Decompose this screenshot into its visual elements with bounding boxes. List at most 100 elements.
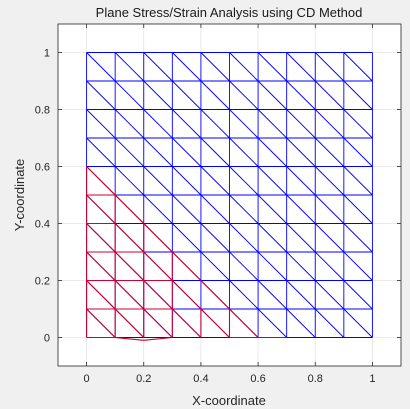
mesh-diagonal: [200, 166, 230, 196]
mesh-diagonal: [86, 52, 116, 82]
mesh-diagonal: [257, 166, 287, 196]
mesh-diagonal: [86, 80, 116, 110]
y-tick-label: 0.6: [35, 162, 50, 174]
mesh-diagonal: [143, 52, 173, 82]
mesh-diagonal: [343, 251, 373, 281]
mesh-diagonal: [229, 251, 259, 281]
mesh-diagonal: [200, 137, 230, 167]
mesh-diagonal: [114, 109, 145, 139]
mesh-diagonal: [257, 223, 287, 253]
mesh-diagonal: [343, 223, 373, 253]
mesh-diagonal: [314, 280, 345, 310]
mesh-diagonal: [314, 80, 345, 110]
mesh-diagonal: [286, 280, 316, 310]
mesh-diagonal: [200, 223, 230, 253]
mesh-diagonal: [286, 166, 316, 196]
x-tick-label: 0.4: [193, 373, 208, 385]
mesh-diagonal: [114, 52, 145, 82]
mesh-deformed: [86, 166, 287, 341]
mesh-diagonal: [172, 223, 202, 253]
mesh-diagonal: [229, 109, 259, 139]
mesh-diagonal: [200, 109, 230, 139]
mesh-diagonal: [314, 137, 345, 167]
x-tick-label: 1: [369, 373, 375, 385]
mesh-diagonal: [172, 194, 202, 224]
mesh-diagonal: [314, 109, 345, 139]
mesh-diagonal: [343, 166, 373, 196]
mesh-diagonal: [343, 137, 373, 167]
mesh-diagonal: [200, 194, 230, 224]
mesh-diagonal: [343, 280, 373, 310]
x-tick-label: 0.8: [308, 373, 323, 385]
mesh-diagonal: [143, 80, 173, 110]
mesh-diagonal: [143, 166, 173, 196]
deformed-edge: [143, 336, 173, 341]
deformed-edge: [86, 308, 116, 338]
mesh-diagonal: [200, 80, 230, 110]
mesh-diagonal: [257, 109, 287, 139]
mesh-diagonal: [286, 194, 316, 224]
mesh-diagonal: [343, 80, 373, 110]
y-tick-label: 0.4: [35, 219, 50, 231]
mesh-diagonal: [286, 80, 316, 110]
mesh-diagonal: [114, 137, 145, 167]
x-axis-label: X-coordinate: [192, 393, 266, 408]
mesh-diagonal: [143, 194, 173, 224]
mesh-diagonal: [257, 52, 287, 82]
mesh-diagonal: [114, 80, 145, 110]
mesh-diagonal: [86, 137, 116, 167]
mesh-diagonal: [229, 223, 259, 253]
mesh-diagonal: [229, 194, 259, 224]
mesh-diagonal: [314, 251, 345, 281]
mesh-diagonal: [200, 52, 230, 82]
mesh-diagonal: [286, 223, 316, 253]
mesh-diagonal: [286, 52, 316, 82]
deformed-edge: [115, 336, 144, 341]
mesh-diagonal: [257, 80, 287, 110]
mesh-diagonal: [257, 194, 287, 224]
mesh-diagonal: [343, 194, 373, 224]
y-tick-label: 0: [44, 333, 50, 345]
mesh-diagonal: [229, 80, 259, 110]
mesh-diagonal: [143, 109, 173, 139]
mesh-diagonal: [286, 251, 316, 281]
mesh-diagonal: [257, 251, 287, 281]
mesh-diagonal: [286, 109, 316, 139]
mesh-diagonal: [229, 166, 259, 196]
mesh-diagonal: [314, 166, 345, 196]
mesh-diagonal: [314, 308, 345, 338]
mesh-diagonal: [143, 137, 173, 167]
mesh-diagonal: [257, 137, 287, 167]
mesh-diagonal: [172, 166, 202, 196]
mesh-diagonal: [114, 166, 145, 196]
mesh-diagonal: [172, 52, 202, 82]
mesh-diagonal: [172, 137, 202, 167]
y-tick-label: 0.8: [35, 105, 50, 117]
deformed-edge: [86, 251, 173, 338]
mesh-diagonal: [314, 194, 345, 224]
mesh-diagonal: [229, 52, 259, 82]
mesh-diagonal: [229, 280, 259, 310]
mesh-diagonal: [172, 109, 202, 139]
x-tick-label: 0: [84, 373, 90, 385]
mesh-diagonal: [343, 109, 373, 139]
deformed-edge: [86, 194, 230, 338]
mesh-diagonal: [257, 280, 287, 310]
chart-title: Plane Stress/Strain Analysis using CD Me…: [96, 5, 363, 20]
mesh-diagonal: [343, 308, 373, 338]
mesh-diagonal: [286, 308, 316, 338]
y-tick-label: 0.2: [35, 276, 50, 288]
mesh-diagonal: [286, 137, 316, 167]
y-axis-label: Y-coordinate: [12, 159, 27, 232]
x-tick-label: 0.2: [136, 373, 151, 385]
mesh-diagonal: [172, 80, 202, 110]
mesh-diagonal: [229, 137, 259, 167]
x-axis-ticks: 0 0.2 0.4 0.6 0.8 1: [84, 24, 375, 385]
mesh-diagonal: [314, 52, 345, 82]
x-tick-label: 0.6: [250, 373, 265, 385]
mesh-diagonal: [86, 109, 116, 139]
mesh-diagonal: [343, 52, 373, 82]
mesh-diagonal: [200, 251, 230, 281]
mesh-diagonal: [314, 223, 345, 253]
